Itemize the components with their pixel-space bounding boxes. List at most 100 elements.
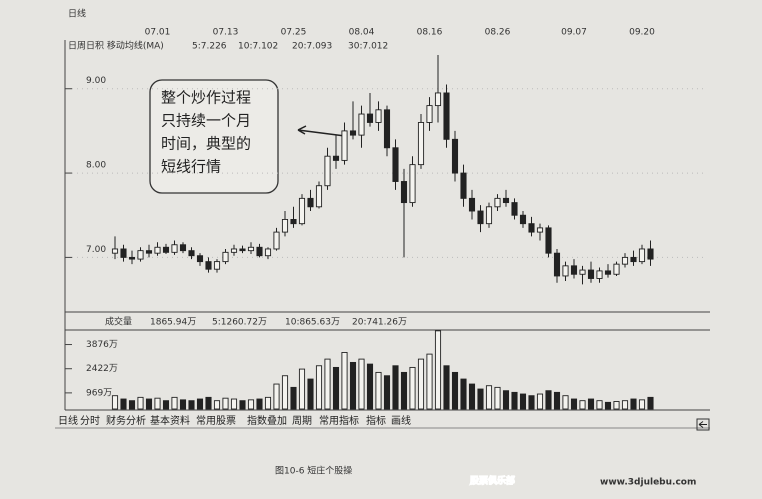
volume-bar [111,395,119,410]
volume-bar [273,383,280,410]
candle-body [264,248,272,257]
volume-bar [443,365,450,410]
candle-body [137,250,144,260]
candle-body [570,265,578,275]
volume-bar [417,358,425,410]
volume-bar [188,400,195,410]
candle-body [256,246,263,257]
candle-body [375,109,382,123]
volume-bar [358,358,365,410]
candle-body [290,218,297,225]
x-tick-label: 08.16 [417,28,443,38]
candle-body [434,92,442,107]
volume-bar [613,401,620,410]
watermark-url: www.3djulebu.com [600,478,696,488]
volume-bar [502,390,510,410]
candle-body [222,251,229,263]
volume-bar [375,371,382,410]
volume-bar [341,352,348,410]
volume-bar [647,396,654,410]
candle-body [502,197,510,204]
volume-bar [519,393,527,410]
candle-body [324,155,331,187]
toolbar-item[interactable]: 常用指标 [319,414,359,427]
volume-readout: 5:1260.72万 [212,318,267,328]
toolbar-item[interactable]: 财务分析 [106,414,146,427]
ma-legend: 日周日积 移动均线(MA) [68,40,164,52]
volume-bar [264,396,272,410]
candle-body [111,248,119,254]
ma-value: 20:7.093 [292,42,332,52]
volume-bar [536,393,544,410]
candle-body [485,206,493,225]
volume-bar [281,375,289,410]
volume-bar [468,383,476,410]
x-tick-label: 09.20 [629,28,655,38]
toolbar-item[interactable]: 指标 [366,414,386,427]
volume-bar [528,395,535,410]
candle-body [179,244,187,252]
toolbar-item[interactable]: 日线 [58,414,78,427]
volume-bar [205,396,212,410]
candle-body [604,270,612,275]
candle-body [188,250,195,257]
candle-body [332,155,340,161]
volume-bar [324,358,331,410]
x-tick-label: 08.04 [349,28,375,38]
candle-body [315,185,323,208]
annotation-arrow [297,125,346,137]
candle-body [392,147,399,182]
volume-readout: 1865.94万 [150,318,196,328]
ma-value: 5:7.226 [192,42,227,52]
toolbar-item[interactable]: 常用股票 [196,414,236,427]
candle-body [120,248,127,258]
candle-body [519,214,527,225]
y-tick-label: 9.00 [86,76,106,86]
volume-bar [570,398,578,410]
volume-bar [120,398,127,410]
toolbar-item[interactable]: 分时 [80,415,100,427]
annotation-line: 整个炒作过程 [161,89,251,107]
volume-bar [247,399,255,410]
volume-bar [460,378,467,410]
y-tick-label: 7.00 [86,245,106,255]
candle-body [230,248,238,253]
candle-body [613,263,620,275]
volume-bar [171,396,178,410]
candle-body [366,113,374,123]
candle-body [307,197,314,208]
volume-bar [604,401,612,410]
volume-bar [128,400,136,410]
candle-body [630,256,637,263]
candle-body [562,265,569,277]
volume-bar [366,363,374,410]
toolbar-item[interactable]: 周期 [292,415,312,427]
annotation-line: 只持续一个月 [161,112,251,130]
volume-bar [596,400,603,410]
volume-bar [213,400,221,410]
candle-body [162,246,170,253]
candle-body [596,270,603,279]
toolbar-item[interactable]: 指数叠加 [247,414,287,427]
volume-bar [477,388,484,410]
toolbar-item[interactable]: 基本资料 [150,414,190,427]
scroll-button[interactable] [696,418,710,431]
volume-bar [621,400,629,410]
candle-body [281,218,289,233]
volume-readout: 10:865.63万 [285,318,340,328]
volume-bar [154,397,161,410]
volume-bar [383,375,391,410]
candle-body [579,269,586,275]
candle-body [468,197,476,212]
toolbar-item[interactable]: 画线 [391,414,411,427]
candle-body [426,105,433,123]
candle-body [383,109,391,149]
candle-body [154,246,161,254]
candle-body [511,202,518,216]
candle-body [621,256,629,265]
volume-bar [392,365,399,410]
ma-value: 10:7.102 [238,42,278,52]
volume-bar [332,366,340,410]
candle-body [647,248,654,260]
